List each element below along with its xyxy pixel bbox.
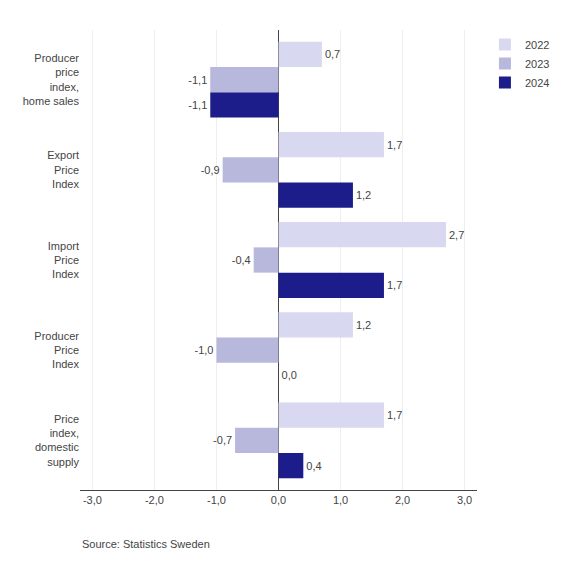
svg-text:-1,1: -1,1 bbox=[188, 99, 207, 111]
svg-text:-1,0: -1,0 bbox=[207, 494, 226, 506]
svg-text:ImportPriceIndex: ImportPriceIndex bbox=[48, 240, 80, 281]
svg-text:1,7: 1,7 bbox=[387, 139, 402, 151]
svg-text:-1,1: -1,1 bbox=[188, 74, 207, 86]
svg-text:-2,0: -2,0 bbox=[145, 494, 164, 506]
svg-text:2023: 2023 bbox=[525, 58, 549, 70]
svg-text:0,0: 0,0 bbox=[271, 494, 286, 506]
svg-text:1,2: 1,2 bbox=[356, 189, 371, 201]
svg-text:Priceindex,domesticsupply: Priceindex,domesticsupply bbox=[35, 413, 80, 468]
svg-text:2,0: 2,0 bbox=[395, 494, 410, 506]
svg-text:2024: 2024 bbox=[525, 77, 549, 89]
svg-text:-3,0: -3,0 bbox=[83, 494, 102, 506]
svg-text:0,4: 0,4 bbox=[306, 460, 321, 472]
svg-text:Producerpriceindex,home sales: Producerpriceindex,home sales bbox=[23, 52, 80, 107]
svg-text:2,7: 2,7 bbox=[449, 229, 464, 241]
svg-text:-0,4: -0,4 bbox=[232, 254, 251, 266]
svg-text:-0,7: -0,7 bbox=[213, 434, 232, 446]
svg-text:-1,0: -1,0 bbox=[195, 344, 214, 356]
svg-text:0,0: 0,0 bbox=[282, 369, 297, 381]
svg-text:0,7: 0,7 bbox=[325, 48, 340, 60]
svg-text:1,2: 1,2 bbox=[356, 319, 371, 331]
svg-text:1,0: 1,0 bbox=[333, 494, 348, 506]
svg-text:1,7: 1,7 bbox=[387, 279, 402, 291]
svg-text:ProducerPriceIndex: ProducerPriceIndex bbox=[34, 330, 79, 371]
svg-text:3,0: 3,0 bbox=[457, 494, 472, 506]
svg-text:Source: Statistics Sweden: Source: Statistics Sweden bbox=[82, 538, 210, 550]
svg-text:ExportPriceIndex: ExportPriceIndex bbox=[47, 149, 79, 190]
svg-text:-0,9: -0,9 bbox=[201, 164, 220, 176]
svg-text:2022: 2022 bbox=[525, 39, 549, 51]
svg-text:1,7: 1,7 bbox=[387, 409, 402, 421]
